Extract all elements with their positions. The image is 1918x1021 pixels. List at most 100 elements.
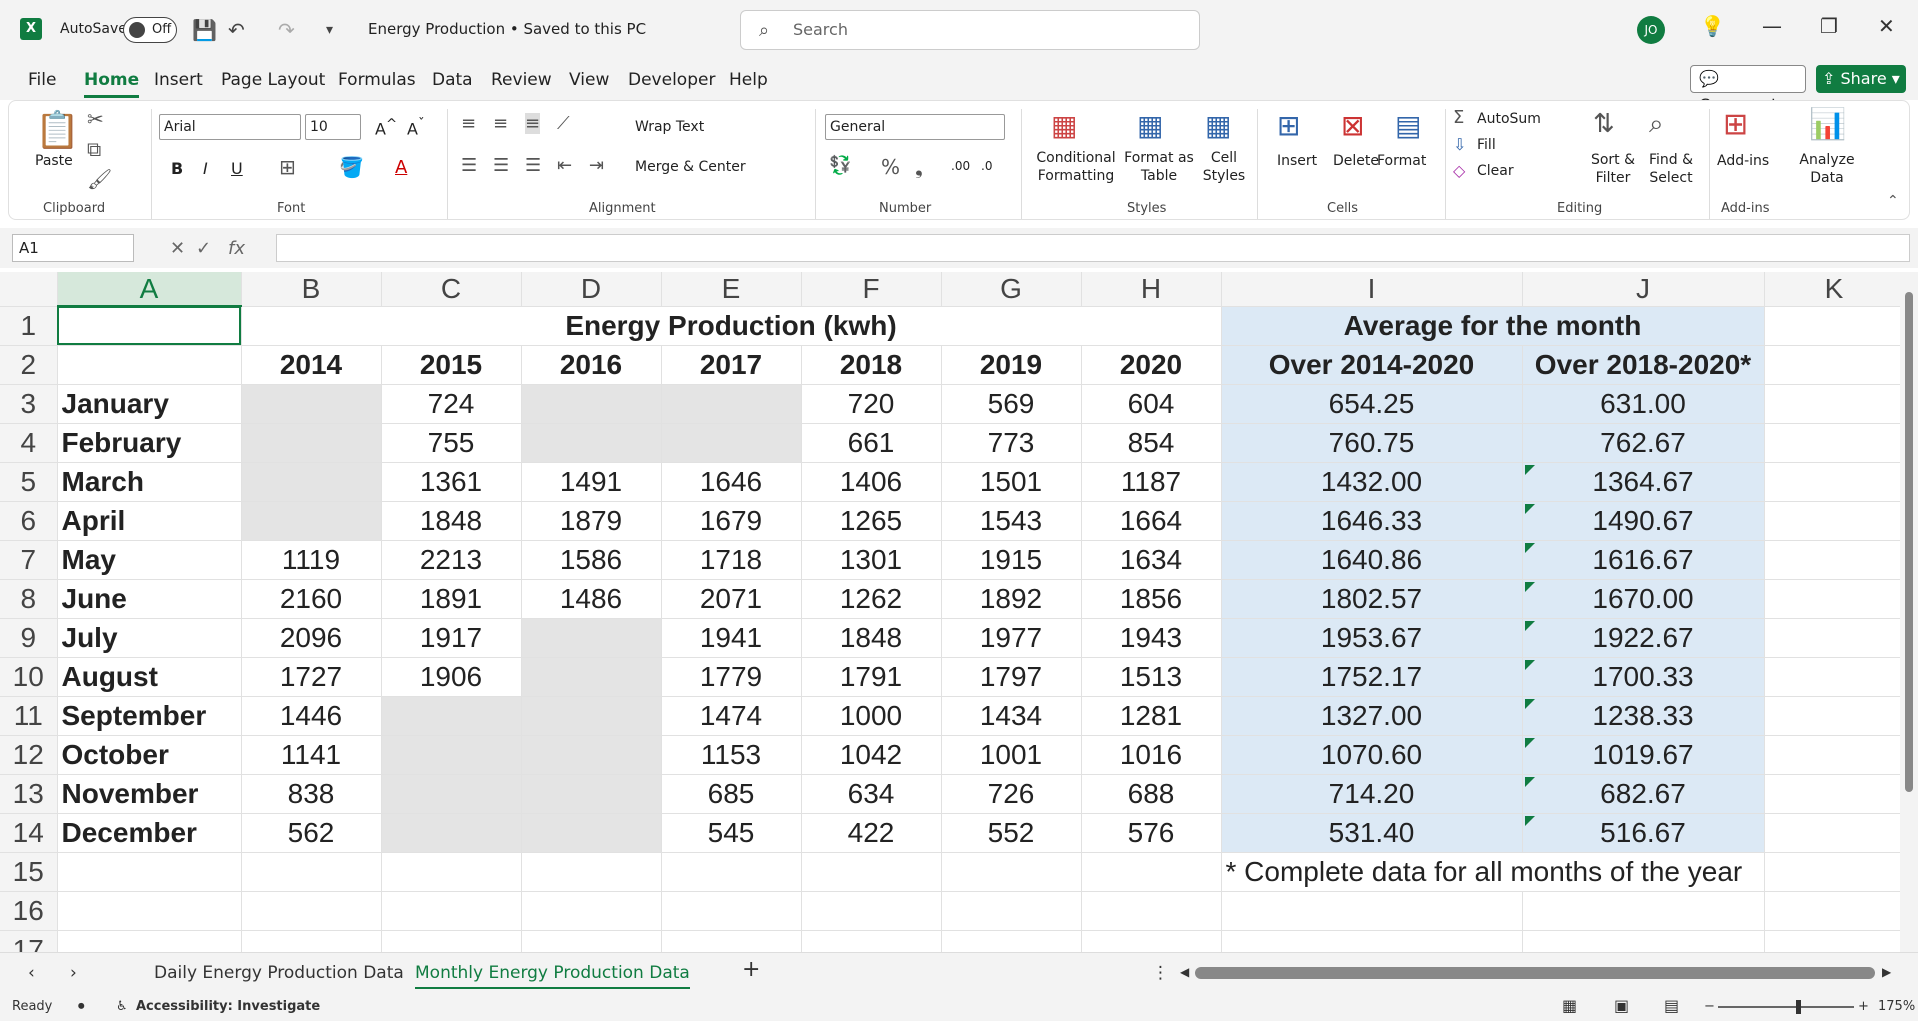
cell[interactable] [1764,423,1905,463]
year-header[interactable]: 2018 [801,345,942,385]
menu-insert[interactable]: Insert [154,70,203,90]
align-center-icon[interactable]: ☰ [493,155,510,176]
value-cell[interactable]: 569 [941,384,1082,424]
cell[interactable] [1522,891,1765,931]
row-header[interactable]: 16 [0,891,58,931]
value-cell[interactable]: 854 [1081,423,1222,463]
value-cell[interactable]: 1848 [381,501,522,541]
avg-all-cell[interactable]: 1070.60 [1221,735,1523,775]
customize-qat-icon[interactable]: ▾ [326,22,334,38]
menu-formulas[interactable]: Formulas [338,70,416,90]
row-header[interactable]: 15 [0,852,58,892]
avg-all-cell[interactable]: 1752.17 [1221,657,1523,697]
avg-all-cell[interactable]: 714.20 [1221,774,1523,814]
value-cell[interactable] [521,384,662,424]
month-cell[interactable]: November [57,774,242,814]
tab-daily-energy[interactable]: Daily Energy Production Data [154,963,404,983]
orientation-icon[interactable]: ⟋ [557,113,570,134]
underline-icon[interactable]: U [231,159,243,178]
decrease-decimal-icon[interactable]: .0 [981,159,993,173]
value-cell[interactable]: 1000 [801,696,942,736]
cell[interactable] [241,891,382,931]
value-cell[interactable] [661,423,802,463]
col-header-c[interactable]: C [381,272,522,307]
share-button[interactable]: ⇪ Share ▾ [1816,65,1906,93]
avg-recent-cell[interactable]: 762.67 [1522,423,1765,463]
cell[interactable] [381,891,522,931]
value-cell[interactable]: 724 [381,384,522,424]
cell[interactable] [941,852,1082,892]
format-painter-icon[interactable]: 🖌 [87,167,113,191]
value-cell[interactable]: 2071 [661,579,802,619]
row-header[interactable]: 3 [0,384,58,424]
save-icon[interactable]: 💾 [192,18,217,42]
merge-center-button[interactable]: Merge & Center [635,159,746,175]
value-cell[interactable]: 1727 [241,657,382,697]
cell[interactable] [521,930,662,952]
cell[interactable] [1764,774,1905,814]
sort-filter-button[interactable]: Sort & Filter [1590,152,1636,186]
cell[interactable] [661,930,802,952]
avg-all-cell[interactable]: 1640.86 [1221,540,1523,580]
value-cell[interactable]: 726 [941,774,1082,814]
month-cell[interactable]: August [57,657,242,697]
avg-all-cell[interactable]: 531.40 [1221,813,1523,853]
lightbulb-icon[interactable]: 💡 [1700,14,1725,38]
cell-styles-icon[interactable]: ▦ [1205,109,1232,142]
value-cell[interactable] [521,696,662,736]
value-cell[interactable]: 1679 [661,501,802,541]
cell[interactable] [1764,462,1905,502]
avg-recent-cell[interactable]: 631.00 [1522,384,1765,424]
cell[interactable] [1764,891,1905,931]
fill-button[interactable]: Fill [1477,137,1496,153]
align-bottom-icon[interactable]: ≡ [525,113,541,134]
cell-a1[interactable] [57,306,242,346]
borders-icon[interactable]: ⊞ [279,155,296,179]
name-box[interactable]: A1 [12,234,134,262]
value-cell[interactable]: 2213 [381,540,522,580]
wrap-text-button[interactable]: Wrap Text [635,119,705,135]
col-header-a[interactable]: A [57,272,242,307]
cell[interactable] [1764,501,1905,541]
addins-icon[interactable]: ⊞ [1723,107,1749,142]
value-cell[interactable]: 1664 [1081,501,1222,541]
font-size-select[interactable]: 10 [305,114,361,140]
month-cell[interactable]: July [57,618,242,658]
avg-recent-cell[interactable]: 1238.33 [1522,696,1765,736]
cell[interactable] [801,891,942,931]
font-name-select[interactable]: Arial [159,114,301,140]
avg-recent-cell[interactable]: 516.67 [1522,813,1765,853]
value-cell[interactable]: 576 [1081,813,1222,853]
document-title[interactable]: Energy Production • Saved to this PC [368,20,647,38]
autosum-icon[interactable]: Σ [1453,107,1465,128]
col-header-e[interactable]: E [661,272,802,307]
decrease-font-icon[interactable]: Aˇ [407,117,425,139]
value-cell[interactable]: 1119 [241,540,382,580]
enter-formula-icon[interactable]: ✓ [196,238,212,259]
value-cell[interactable]: 1001 [941,735,1082,775]
align-left-icon[interactable]: ☰ [461,155,478,176]
row-header[interactable]: 9 [0,618,58,658]
row-header[interactable]: 17 [0,930,58,952]
month-cell[interactable]: December [57,813,242,853]
format-cells-button[interactable]: Format [1377,153,1427,169]
analyze-data-button[interactable]: Analyze Data [1799,152,1855,186]
month-cell[interactable]: June [57,579,242,619]
tab-monthly-energy[interactable]: Monthly Energy Production Data [415,963,690,989]
zoom-out-icon[interactable]: − [1704,999,1715,1014]
value-cell[interactable]: 1491 [521,462,662,502]
menu-help[interactable]: Help [729,70,768,90]
avg-all-cell[interactable]: 1802.57 [1221,579,1523,619]
find-select-icon[interactable]: ⌕ [1649,109,1664,139]
value-cell[interactable]: 1141 [241,735,382,775]
value-cell[interactable]: 1797 [941,657,1082,697]
value-cell[interactable]: 1586 [521,540,662,580]
value-cell[interactable] [521,735,662,775]
cell[interactable] [1764,579,1905,619]
row-header[interactable]: 6 [0,501,58,541]
year-header[interactable]: 2019 [941,345,1082,385]
zoom-level[interactable]: 175% [1878,999,1916,1014]
cell[interactable] [1764,813,1905,853]
cell[interactable] [1081,852,1222,892]
value-cell[interactable]: 1301 [801,540,942,580]
